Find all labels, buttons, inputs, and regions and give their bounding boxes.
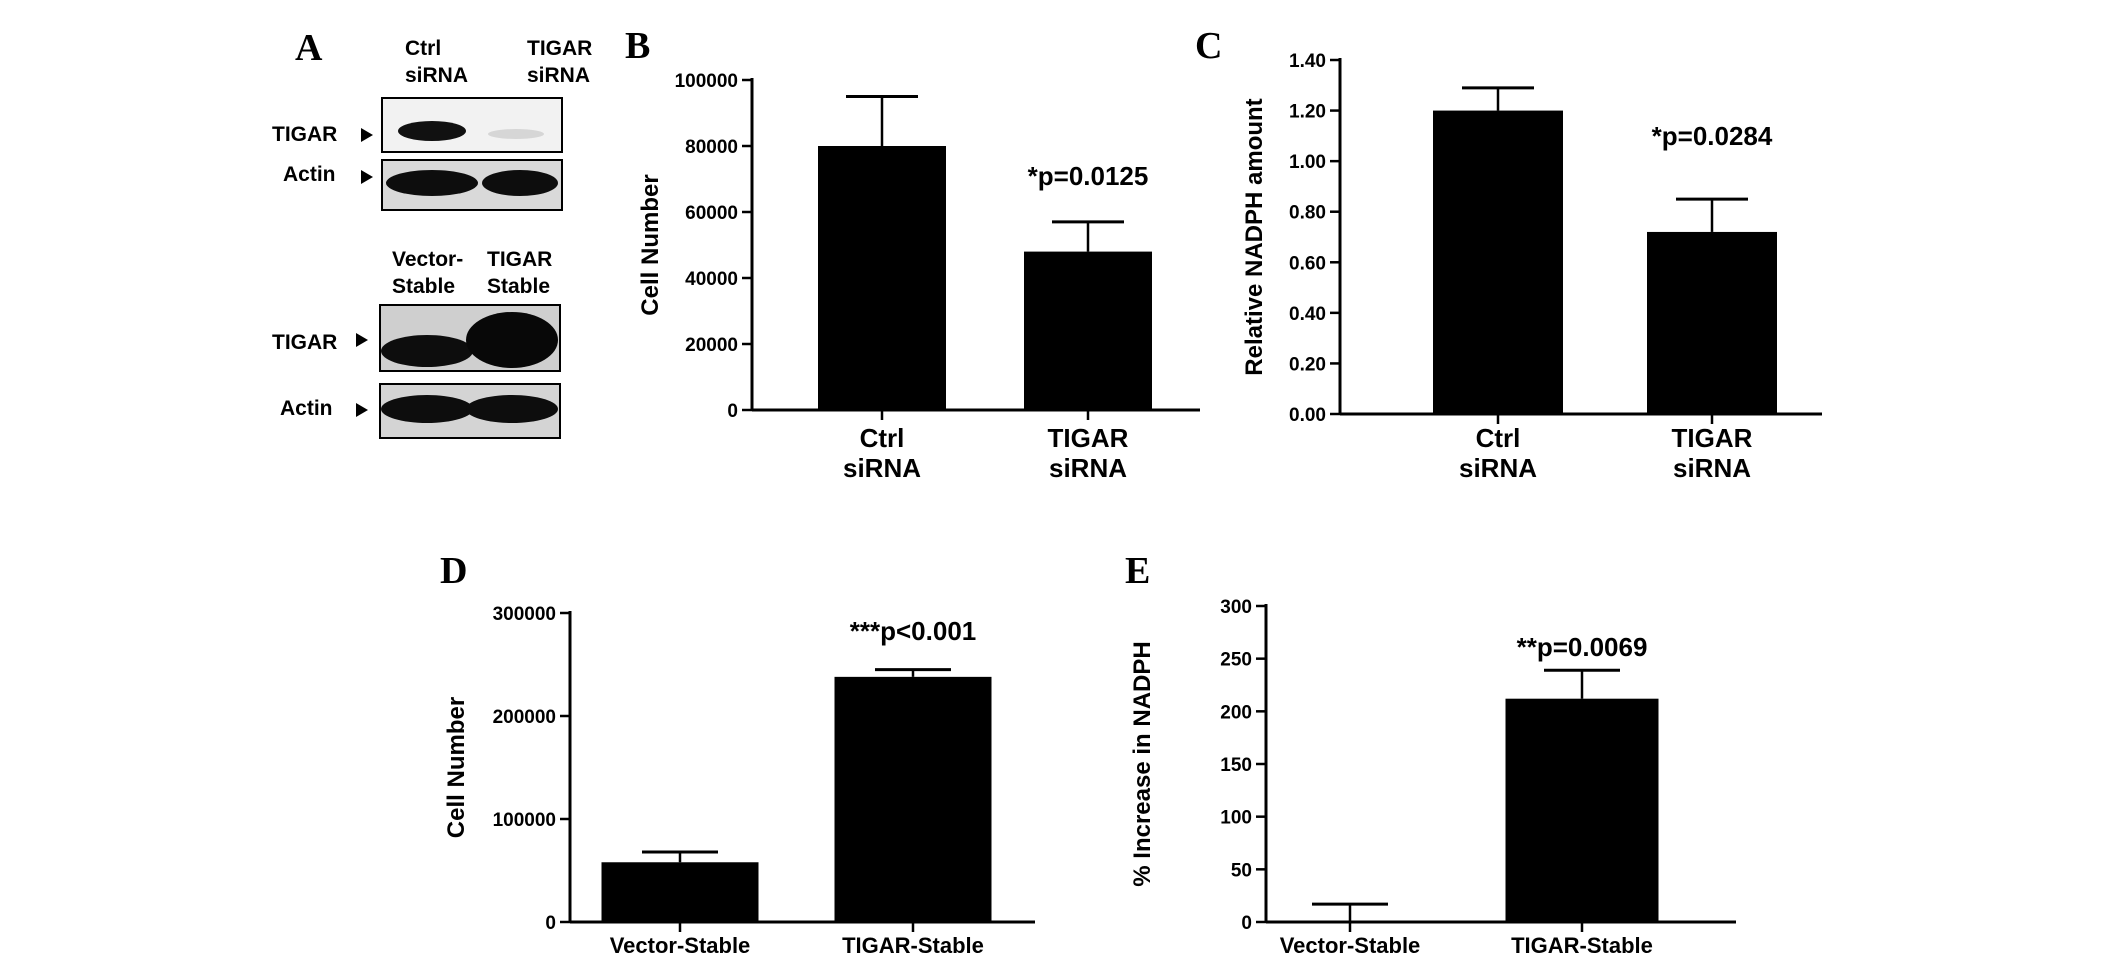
x-category-label: siRNA	[843, 453, 921, 483]
chart-b: B 0 20000 40000 60000 80000 100000 Cell Number C…	[625, 25, 1200, 483]
x-category-label: TIGAR-Stable	[842, 933, 984, 958]
panel-a-western-blots: A Ctrl siRNA TIGAR siRNA TIGAR Actin Vec…	[272, 27, 592, 439]
blot2-row2-label: Actin	[280, 397, 333, 420]
y-tick-label: 0	[727, 401, 738, 422]
blot1-row2-arrow-icon	[361, 170, 373, 184]
y-tick-label: 150	[1220, 755, 1252, 776]
x-category-label: siRNA	[1673, 453, 1751, 483]
blot1-actin-band-ctrl	[386, 170, 478, 196]
blot2-row1-arrow-icon	[356, 333, 368, 347]
y-tick-label: 50	[1231, 860, 1252, 881]
y-tick-label: 80000	[685, 137, 738, 158]
y-tick-label: 1.20	[1289, 102, 1326, 123]
y-axis-title: Cell Number	[637, 174, 664, 315]
y-tick-label: 250	[1220, 650, 1252, 671]
y-tick-label: 20000	[685, 335, 738, 356]
blot2-lane2-label-line2: Stable	[487, 275, 550, 298]
y-tick-label: 60000	[685, 203, 738, 224]
blot1-row1-label: TIGAR	[272, 123, 337, 146]
panel-letter-c: C	[1195, 25, 1222, 67]
bar	[1505, 698, 1659, 922]
y-axis-title: % Increase in NADPH	[1129, 641, 1156, 886]
panel-letter-d: D	[440, 550, 467, 592]
y-tick-label: 0.20	[1289, 354, 1326, 375]
panel-letter-a: A	[295, 27, 323, 69]
bar	[1024, 251, 1152, 410]
x-category-label: TIGAR-Stable	[1511, 933, 1653, 958]
blot2-tigar-band-stable	[466, 312, 558, 368]
blot1-actin-band-sirna	[482, 170, 558, 196]
chart-e: E 0 50 100 150 200 250 300 % Increase in NADPH Ve…	[1125, 550, 1736, 958]
chart-d: D 0 100000 200000 300000 Cell Number Vector-St…	[440, 550, 1035, 958]
blot2-row1-label: TIGAR	[272, 331, 337, 354]
blot1-tigar-band-ctrl	[398, 121, 466, 141]
blot1-tigar-band-sirna	[488, 129, 544, 139]
bar	[1433, 110, 1563, 415]
y-tick-label: 0.60	[1289, 253, 1326, 274]
blot2-row2-arrow-icon	[356, 403, 368, 417]
blot1-lane1-label-line1: Ctrl	[405, 37, 441, 60]
blot2-tigar-band-vector	[381, 335, 473, 367]
y-axis-title: Cell Number	[443, 697, 470, 838]
y-tick-label: 300000	[493, 604, 556, 625]
panel-letter-b: B	[625, 25, 650, 67]
y-tick-label: 0.80	[1289, 203, 1326, 224]
p-value-annotation: ***p<0.001	[850, 616, 976, 646]
blot1-actin-membrane	[381, 159, 563, 211]
y-axis-title: Relative NADPH amount	[1241, 98, 1268, 375]
blot2-actin-band-vector	[381, 395, 473, 423]
blot1-tigar-membrane	[381, 97, 563, 153]
x-category-label: Vector-Stable	[610, 933, 751, 958]
bar	[834, 676, 992, 922]
chart-c: C 0.00 0.20 0.40 0.60 0.80 1.00 1.20 1.40 Relativ…	[1195, 25, 1822, 483]
y-tick-label: 0.00	[1289, 405, 1326, 426]
blot2-tigar-membrane	[379, 304, 561, 372]
y-tick-label: 0	[545, 913, 556, 934]
bar	[601, 862, 759, 922]
blot1-lane2-label-line2: siRNA	[527, 64, 590, 87]
x-category-label: TIGAR	[1672, 423, 1753, 453]
x-category-label: siRNA	[1049, 453, 1127, 483]
blot2-actin-band-stable	[466, 395, 558, 423]
y-tick-label: 1.00	[1289, 152, 1326, 173]
y-tick-label: 200	[1220, 702, 1252, 723]
blot2-lane1-label-line2: Stable	[392, 275, 455, 298]
y-tick-label: 100000	[675, 71, 738, 92]
bar	[818, 146, 946, 410]
blot1-lane1-label-line2: siRNA	[405, 64, 468, 87]
y-tick-label: 100	[1220, 808, 1252, 829]
p-value-annotation: **p=0.0069	[1517, 632, 1648, 662]
y-tick-label: 100000	[493, 810, 556, 831]
x-category-label: siRNA	[1459, 453, 1537, 483]
bar	[1647, 231, 1777, 414]
y-tick-label: 0.40	[1289, 304, 1326, 325]
blot1-row1-arrow-icon	[361, 128, 373, 142]
blot1-row2-label: Actin	[283, 163, 336, 186]
y-tick-label: 40000	[685, 269, 738, 290]
y-tick-label: 200000	[493, 707, 556, 728]
x-category-label: Ctrl	[1476, 423, 1521, 453]
blot2-lane2-label-line1: TIGAR	[487, 248, 552, 271]
blot1-lane2-label-line1: TIGAR	[527, 37, 592, 60]
y-tick-label: 1.40	[1289, 51, 1326, 72]
y-tick-label: 0	[1241, 913, 1252, 934]
blot2-lane1-label-line1: Vector-	[392, 248, 463, 271]
p-value-annotation: *p=0.0125	[1028, 161, 1149, 191]
panel-letter-e: E	[1125, 550, 1150, 592]
blot2-actin-membrane	[379, 383, 561, 439]
x-category-label: TIGAR	[1048, 423, 1129, 453]
y-tick-label: 300	[1220, 597, 1252, 618]
p-value-annotation: *p=0.0284	[1652, 121, 1773, 151]
x-category-label: Ctrl	[860, 423, 905, 453]
x-category-label: Vector-Stable	[1280, 933, 1421, 958]
